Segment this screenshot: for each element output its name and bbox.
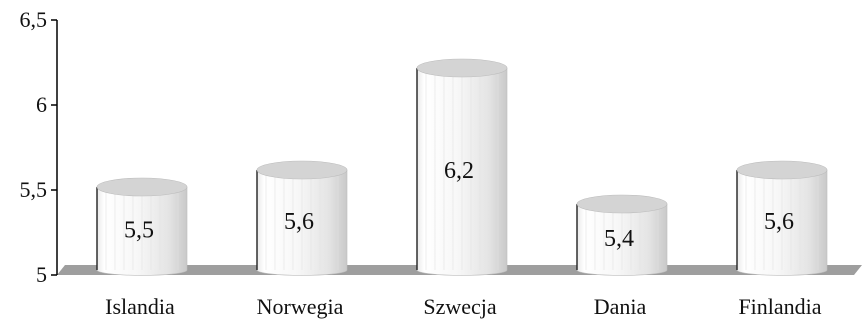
bar-value-label: 5,6 [764, 209, 794, 235]
bar-top [96, 177, 188, 197]
bar-value-label: 5,6 [284, 209, 314, 235]
y-tick-label: 5 [36, 262, 47, 287]
y-tick-label: 6 [36, 92, 47, 117]
bar-top [576, 194, 668, 214]
bar-value-label: 5,4 [604, 226, 634, 252]
bar-top [416, 58, 508, 78]
bar: 6,2 [416, 58, 508, 276]
bar: 5,5 [96, 177, 188, 276]
y-tick-label: 6,5 [20, 7, 48, 32]
x-category-label: Dania [594, 294, 647, 319]
bar-top [256, 160, 348, 180]
x-category-label: Islandia [105, 294, 175, 319]
bar: 5,6 [256, 160, 348, 276]
bar: 5,6 [736, 160, 828, 276]
bar-value-label: 6,2 [444, 158, 474, 184]
x-category-label: Finlandia [738, 294, 821, 319]
x-category-label: Norwegia [257, 294, 344, 319]
y-tick-label: 5,5 [20, 177, 48, 202]
bar: 5,4 [576, 194, 668, 276]
bar-value-label: 5,5 [124, 218, 154, 244]
x-category-label: Szwecja [423, 294, 497, 319]
bar-top [736, 160, 828, 180]
